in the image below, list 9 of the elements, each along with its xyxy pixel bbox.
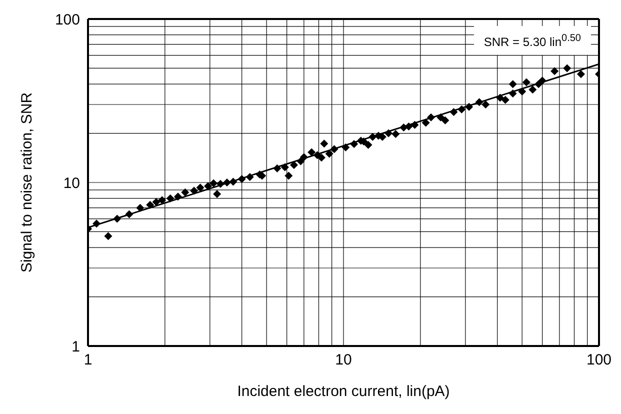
x-tick-label: 1 — [84, 352, 92, 369]
y-axis-title: Signal to noise ration, SNR — [18, 92, 36, 273]
x-tick-label: 10 — [335, 352, 352, 369]
x-tick-label: 100 — [586, 352, 612, 369]
y-tick-label: 100 — [54, 11, 80, 28]
annotation: SNR = 5.30 lin$^{0.50}$ — [474, 26, 591, 55]
y-tick-label: 10 — [63, 174, 80, 192]
x-axis-title: Incident electron current, lin(pA) — [237, 383, 450, 400]
y-tick-label: 1 — [72, 338, 80, 356]
